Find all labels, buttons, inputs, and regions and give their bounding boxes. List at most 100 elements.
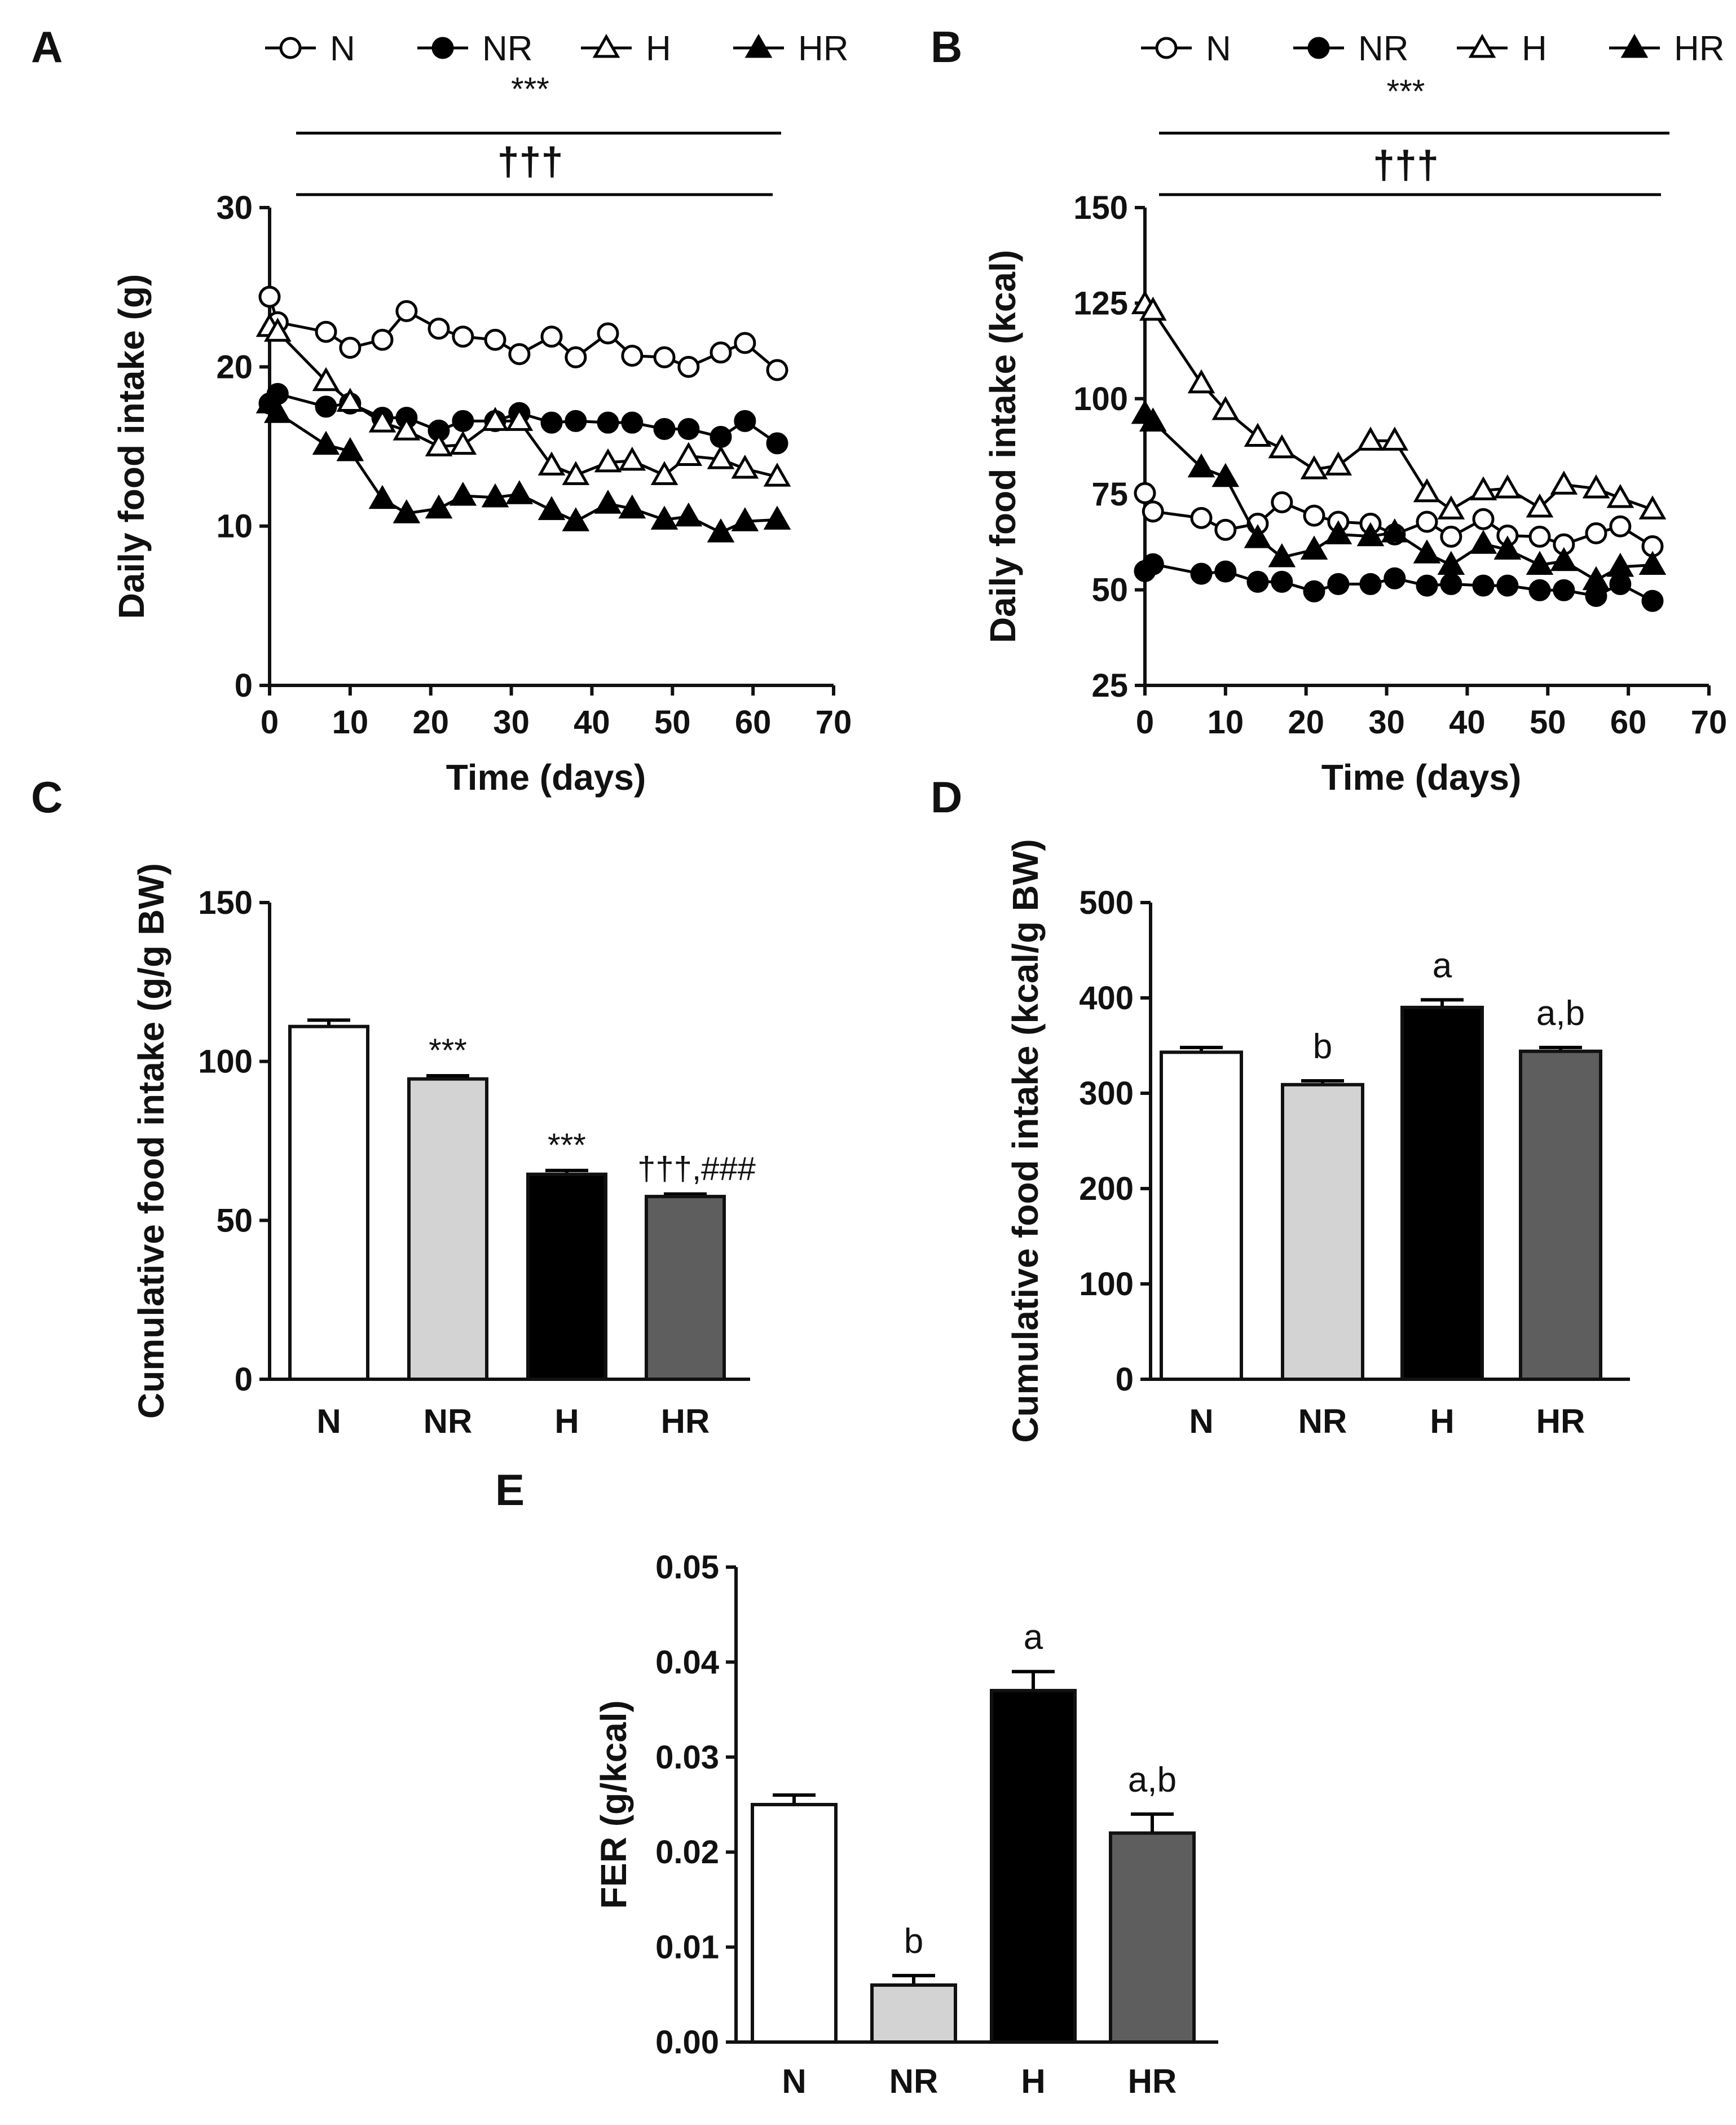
- bar-H: [990, 1688, 1077, 2044]
- data-point-NR: [452, 410, 474, 432]
- data-point-N: [1528, 525, 1551, 548]
- data-point-H: [368, 408, 396, 433]
- y-tick-label: 50: [216, 1202, 253, 1239]
- bar-annotation-H: a: [1433, 946, 1452, 985]
- data-point-H: [1437, 495, 1465, 520]
- x-category-label: HR: [1128, 2062, 1177, 2100]
- data-point-H: [263, 318, 292, 342]
- data-point-HR: [1211, 463, 1240, 487]
- data-point-N: [621, 345, 644, 367]
- x-category-label: H: [1021, 2062, 1045, 2100]
- data-point-NR: [1383, 567, 1406, 589]
- data-point-HR: [731, 507, 759, 531]
- legend-label-N: N: [330, 29, 355, 68]
- data-point-N: [1134, 482, 1156, 504]
- data-point-HR: [1550, 547, 1578, 571]
- x-tick-label: 10: [1208, 704, 1244, 741]
- bar-H: [1400, 1005, 1484, 1381]
- y-tick-label: 0.01: [655, 1929, 719, 1966]
- chart-A: A *** ††† 0 10 20 30 0 10 20 30 40 50 60 70 Time (days)…: [31, 22, 852, 798]
- data-point-H: [594, 448, 622, 473]
- y-tick-label: 75: [1091, 476, 1128, 513]
- data-point-H: [618, 446, 646, 471]
- y-tick-label: 30: [216, 190, 253, 226]
- data-point-HR: [1324, 520, 1352, 544]
- data-point-NR: [710, 426, 732, 448]
- data-point-HR: [1356, 522, 1385, 547]
- data-point-N: [710, 341, 732, 364]
- data-point-N: [1472, 508, 1495, 530]
- x-tick-label: 20: [412, 704, 449, 741]
- y-tick-label: 0.02: [655, 1834, 719, 1871]
- x-category-label: HR: [1536, 1402, 1585, 1440]
- data-point-HR: [425, 494, 453, 519]
- data-point-H: [1550, 470, 1578, 495]
- bar-annotation-HR: a,b: [1536, 994, 1585, 1033]
- data-point-NR: [1271, 570, 1293, 593]
- data-point-HR: [393, 499, 421, 523]
- y-tick-label: 0.05: [655, 1549, 719, 1586]
- data-point-H: [1268, 434, 1296, 459]
- y-tick-label: 300: [1079, 1075, 1134, 1112]
- bar-annotation-H: ***: [548, 1127, 586, 1164]
- data-point-N: [677, 355, 700, 378]
- data-point-N: [1271, 491, 1293, 513]
- data-point-NR: [1246, 570, 1269, 593]
- y-tick-label: 0: [235, 667, 253, 704]
- series-NR: [1134, 553, 1664, 612]
- bar-annotation-NR: b: [1313, 1027, 1332, 1066]
- significance-daggers: †††: [497, 139, 563, 183]
- series-N: [1134, 482, 1664, 557]
- data-point-H: [707, 445, 735, 469]
- data-point-N: [484, 328, 506, 351]
- x-category-label: N: [1189, 1402, 1213, 1440]
- x-tick-label: 0: [261, 704, 279, 741]
- y-tick-label: 10: [216, 508, 253, 545]
- y-tick-label: 50: [1091, 572, 1128, 609]
- data-point-H: [336, 388, 364, 412]
- data-point-NR: [540, 411, 563, 434]
- y-tick-label: 125: [1073, 285, 1128, 322]
- data-point-N: [428, 318, 450, 340]
- data-point-NR: [597, 411, 619, 434]
- bar-H: [526, 1172, 607, 1381]
- data-point-HR: [650, 505, 678, 530]
- y-tick-label: 0: [1116, 1361, 1134, 1398]
- data-point-HR: [1437, 551, 1465, 575]
- data-point-HR: [1469, 530, 1497, 554]
- panel-label-E: E: [495, 1465, 525, 1515]
- data-point-NR: [1641, 589, 1664, 612]
- data-point-NR: [1142, 553, 1164, 575]
- data-point-H: [1300, 455, 1328, 479]
- legend: N NR H HR: [1141, 29, 1725, 68]
- legend-marker-H: [592, 33, 620, 58]
- x-category-label: NR: [1298, 1402, 1347, 1440]
- data-point-NR: [1214, 560, 1237, 583]
- x-tick-label: 70: [816, 704, 852, 741]
- data-point-NR: [1609, 573, 1632, 595]
- data-point-H: [481, 407, 509, 431]
- data-point-H: [1606, 483, 1634, 508]
- data-point-H: [505, 407, 534, 431]
- panel-label-B: B: [931, 22, 962, 72]
- bar-NR: [407, 1077, 488, 1381]
- data-point-H: [1493, 474, 1522, 499]
- data-point-HR: [1300, 535, 1328, 560]
- x-tick-label: 40: [1449, 704, 1486, 741]
- data-point-NR: [621, 411, 644, 434]
- data-point-HR: [505, 480, 534, 504]
- x-category-label: H: [1430, 1402, 1454, 1440]
- chart-E: E 0.00 0.01 0.02 0.03 0.04 0.05 FER (g/kcal) N NR…: [495, 1465, 1218, 2100]
- data-point-N: [1440, 525, 1462, 548]
- legend-marker-NR: [431, 37, 454, 59]
- bar-annotation-HR: †††,###: [637, 1151, 756, 1187]
- data-point-H: [650, 461, 678, 485]
- data-point-HR: [1606, 552, 1634, 577]
- data-point-H: [425, 432, 453, 456]
- legend-marker-HR: [744, 33, 773, 58]
- x-tick-label: 60: [735, 704, 772, 741]
- legend-label-NR: NR: [482, 29, 533, 68]
- significance-stars: ***: [511, 71, 549, 108]
- data-point-NR: [1359, 573, 1382, 595]
- y-tick-label: 100: [1073, 381, 1128, 417]
